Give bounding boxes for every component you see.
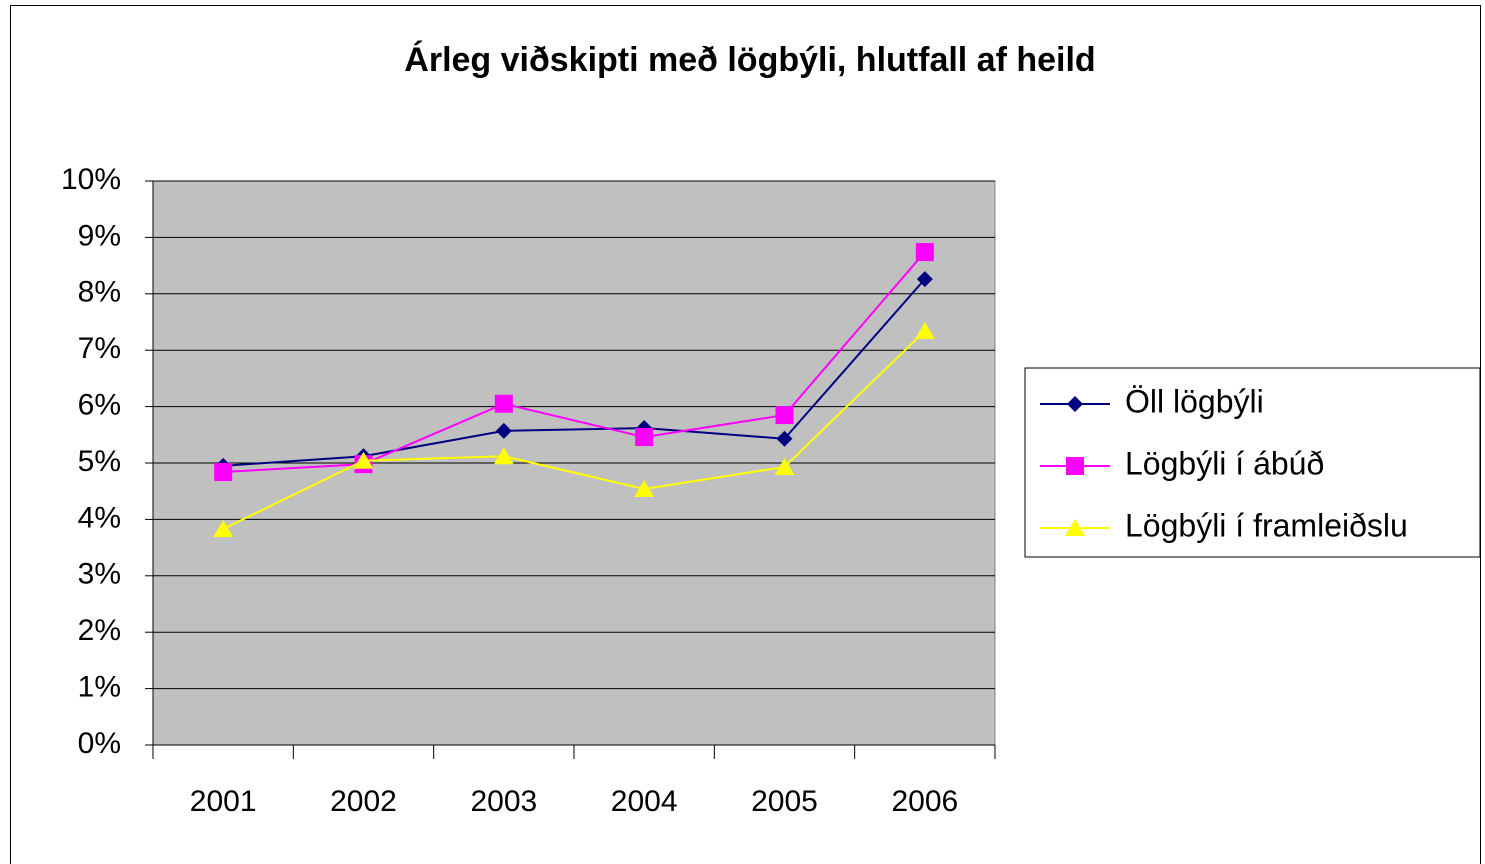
y-tick-label: 8%	[78, 276, 121, 309]
marker	[495, 422, 512, 439]
marker	[1067, 396, 1083, 412]
marker	[493, 447, 514, 465]
chart-title: Árleg viðskipti með lögbýli, hlutfall af…	[404, 41, 1095, 79]
marker	[915, 243, 934, 262]
x-tick-label: 2005	[751, 785, 818, 818]
y-tick-label: 1%	[78, 671, 121, 704]
y-tick-label: 9%	[78, 219, 121, 252]
marker	[775, 406, 794, 425]
legend-label: Lögbýli í ábúð	[1125, 445, 1324, 481]
y-tick-label: 10%	[61, 163, 121, 196]
marker	[494, 394, 513, 413]
marker	[916, 271, 933, 288]
marker	[914, 322, 935, 340]
series-line	[223, 278, 926, 467]
x-tick-label: 2001	[190, 785, 257, 818]
y-tick-label: 7%	[78, 332, 121, 365]
legend-box	[1024, 367, 1481, 558]
marker	[774, 457, 795, 475]
y-tick-label: 4%	[78, 501, 121, 534]
marker	[635, 428, 654, 447]
marker	[1066, 457, 1084, 475]
x-tick-label: 2002	[330, 785, 397, 818]
series-line	[223, 251, 926, 474]
marker	[353, 451, 374, 469]
x-tick-label: 2006	[891, 785, 958, 818]
marker	[1065, 519, 1085, 536]
y-tick-label: 5%	[78, 445, 121, 478]
x-tick-label: 2004	[611, 785, 678, 818]
marker	[213, 519, 234, 537]
y-tick-label: 6%	[78, 389, 121, 422]
y-tick-label: 0%	[78, 727, 121, 760]
marker	[776, 430, 793, 447]
y-tick-label: 2%	[78, 614, 121, 647]
marker	[634, 479, 655, 497]
series-line	[222, 330, 926, 530]
legend-label: Öll lögbýli	[1125, 383, 1264, 419]
y-tick-label: 3%	[78, 558, 121, 591]
marker	[214, 463, 233, 482]
x-tick-label: 2003	[470, 785, 537, 818]
legend-label: Lögbýli í framleiðslu	[1125, 507, 1408, 543]
